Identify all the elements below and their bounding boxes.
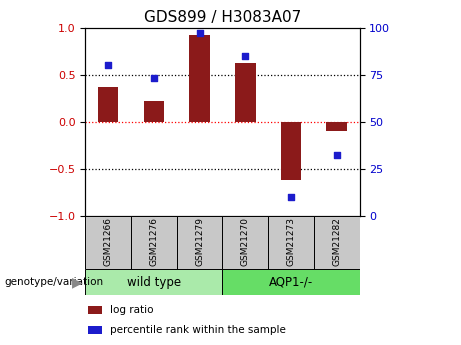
Bar — [88, 306, 102, 314]
Bar — [177, 216, 222, 269]
Point — [242, 53, 249, 59]
Text: log ratio: log ratio — [110, 305, 154, 315]
Text: AQP1-/-: AQP1-/- — [269, 276, 313, 288]
Point — [105, 62, 112, 68]
Text: GSM21266: GSM21266 — [104, 217, 112, 266]
Text: percentile rank within the sample: percentile rank within the sample — [110, 325, 286, 335]
Bar — [85, 216, 131, 269]
Bar — [281, 121, 301, 180]
Bar — [85, 269, 222, 295]
Bar — [98, 87, 118, 121]
Bar — [88, 326, 102, 334]
Text: genotype/variation: genotype/variation — [5, 277, 104, 287]
Point — [196, 30, 203, 36]
Text: GSM21270: GSM21270 — [241, 217, 250, 266]
Text: GSM21276: GSM21276 — [149, 217, 159, 266]
Text: wild type: wild type — [127, 276, 181, 288]
Point — [287, 194, 295, 199]
Bar — [143, 101, 164, 121]
Bar — [235, 63, 255, 121]
Bar — [326, 121, 347, 131]
Bar — [222, 269, 360, 295]
Text: GSM21279: GSM21279 — [195, 217, 204, 266]
Bar — [222, 216, 268, 269]
Text: ▶: ▶ — [71, 275, 82, 289]
Text: GSM21282: GSM21282 — [332, 217, 341, 266]
Title: GDS899 / H3083A07: GDS899 / H3083A07 — [144, 10, 301, 25]
Bar — [131, 216, 177, 269]
Point — [150, 76, 158, 81]
Text: GSM21273: GSM21273 — [286, 217, 296, 266]
Bar — [314, 216, 360, 269]
Bar — [268, 216, 314, 269]
Bar — [189, 35, 210, 121]
Point — [333, 153, 340, 158]
